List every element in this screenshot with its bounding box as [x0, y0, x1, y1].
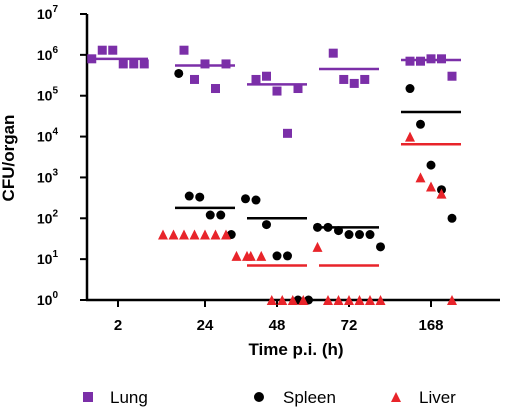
spleen-point — [262, 220, 271, 230]
liver-point — [210, 229, 221, 240]
x-tick-label: 2 — [114, 317, 122, 334]
y-tick-label: 101 — [37, 249, 59, 267]
spleen-point — [272, 251, 282, 261]
y-axis-title: CFU/organ — [0, 115, 18, 202]
data-points — [87, 45, 457, 305]
lung-point — [328, 48, 338, 58]
lung-point — [360, 74, 370, 84]
liver-point — [447, 295, 457, 305]
spleen-point — [365, 230, 375, 240]
y-tick-label: 103 — [37, 167, 59, 185]
lung-point — [200, 59, 210, 69]
lung-point — [190, 74, 199, 84]
lung-point — [447, 71, 457, 81]
spleen-point — [426, 160, 436, 170]
spleen-point — [205, 210, 215, 220]
liver-point — [354, 295, 365, 305]
x-ticks: 2 24 48 72 168 — [114, 300, 444, 334]
liver-point — [287, 295, 298, 305]
legend-marker-liver — [391, 392, 401, 402]
legend-marker-lung — [83, 392, 93, 402]
legend-label-liver: Liver — [419, 388, 456, 407]
liver-point — [179, 229, 189, 240]
legend-marker-spleen — [254, 392, 264, 402]
legend-label-lung: Lung — [110, 388, 148, 407]
liver-point — [298, 295, 309, 305]
lung-point — [251, 74, 261, 84]
lung-point — [283, 128, 292, 138]
spleen-point — [416, 119, 425, 129]
spleen-point — [323, 222, 333, 232]
liver-point — [405, 131, 415, 142]
x-tick-label: 24 — [197, 317, 214, 334]
spleen-point — [447, 213, 457, 223]
liver-point — [426, 181, 436, 192]
liver-point — [436, 188, 447, 199]
liver-point — [333, 295, 344, 305]
lung-point — [179, 45, 189, 55]
spleen-point — [355, 230, 364, 240]
liver-point — [158, 229, 168, 240]
spleen-point — [283, 251, 292, 261]
liver-point — [323, 295, 333, 305]
liver-point — [200, 229, 210, 240]
lung-point — [272, 86, 282, 96]
lung-point — [139, 59, 149, 69]
lung-point — [97, 45, 107, 55]
spleen-point — [344, 230, 354, 240]
spleen-point — [251, 195, 261, 205]
spleen-point — [174, 68, 184, 78]
y-tick-label: 100 — [37, 290, 59, 308]
spleen-point — [216, 210, 226, 220]
y-tick-label: 106 — [37, 45, 59, 63]
liver-point — [415, 172, 426, 183]
lung-point — [211, 84, 220, 94]
lung-point — [416, 56, 425, 66]
spleen-point — [313, 222, 322, 232]
liver-point — [277, 295, 288, 305]
y-tick-label: 102 — [37, 208, 59, 226]
lung-point — [437, 54, 446, 64]
y-tick-label: 104 — [37, 127, 59, 145]
spleen-point — [241, 194, 250, 204]
y-tick-label: 105 — [37, 86, 59, 104]
liver-point — [266, 295, 277, 305]
lung-point — [108, 45, 118, 55]
lung-point — [405, 56, 415, 66]
lung-point — [262, 71, 271, 81]
y-ticks: 100 101 102 103 104 105 106 107 — [37, 4, 87, 308]
legend: Lung Spleen Liver — [83, 388, 456, 407]
y-tick-label: 107 — [37, 4, 59, 22]
lung-point — [349, 78, 359, 88]
lung-point — [339, 74, 349, 84]
lung-point — [426, 54, 436, 64]
lung-point — [293, 84, 303, 94]
spleen-point — [376, 242, 385, 252]
liver-point — [375, 295, 386, 305]
x-tick-label: 72 — [341, 317, 358, 334]
x-tick-label: 48 — [269, 317, 286, 334]
liver-point — [221, 229, 231, 240]
spleen-point — [184, 191, 194, 201]
liver-point — [189, 229, 200, 240]
spleen-point — [405, 84, 415, 94]
legend-label-spleen: Spleen — [283, 388, 336, 407]
x-axis-title: Time p.i. (h) — [248, 340, 343, 359]
liver-point — [312, 241, 323, 252]
liver-point — [245, 250, 256, 261]
lung-point — [221, 59, 231, 69]
liver-point — [231, 250, 242, 261]
liver-point — [168, 229, 179, 240]
x-tick-label: 168 — [418, 317, 443, 334]
liver-point — [365, 295, 375, 305]
liver-point — [256, 250, 267, 261]
lung-point — [87, 54, 97, 64]
lung-point — [118, 59, 128, 69]
lung-point — [129, 59, 139, 69]
liver-point — [344, 295, 354, 305]
spleen-point — [334, 226, 343, 236]
spleen-point — [195, 192, 205, 202]
